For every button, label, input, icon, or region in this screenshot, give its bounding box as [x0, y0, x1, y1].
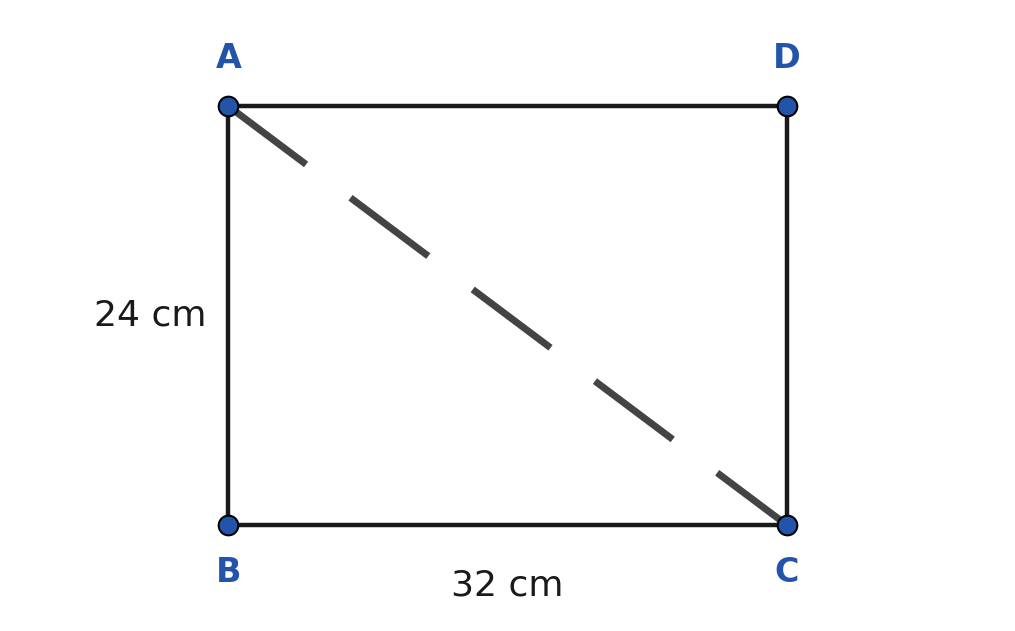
Text: A: A: [215, 42, 242, 74]
Point: [779, 520, 795, 530]
Text: 32 cm: 32 cm: [452, 569, 563, 603]
Text: D: D: [772, 42, 801, 74]
Text: C: C: [774, 557, 799, 589]
Text: B: B: [215, 557, 241, 589]
Point: [220, 101, 236, 111]
Point: [779, 101, 795, 111]
Point: [220, 520, 236, 530]
Text: 24 cm: 24 cm: [93, 298, 206, 333]
